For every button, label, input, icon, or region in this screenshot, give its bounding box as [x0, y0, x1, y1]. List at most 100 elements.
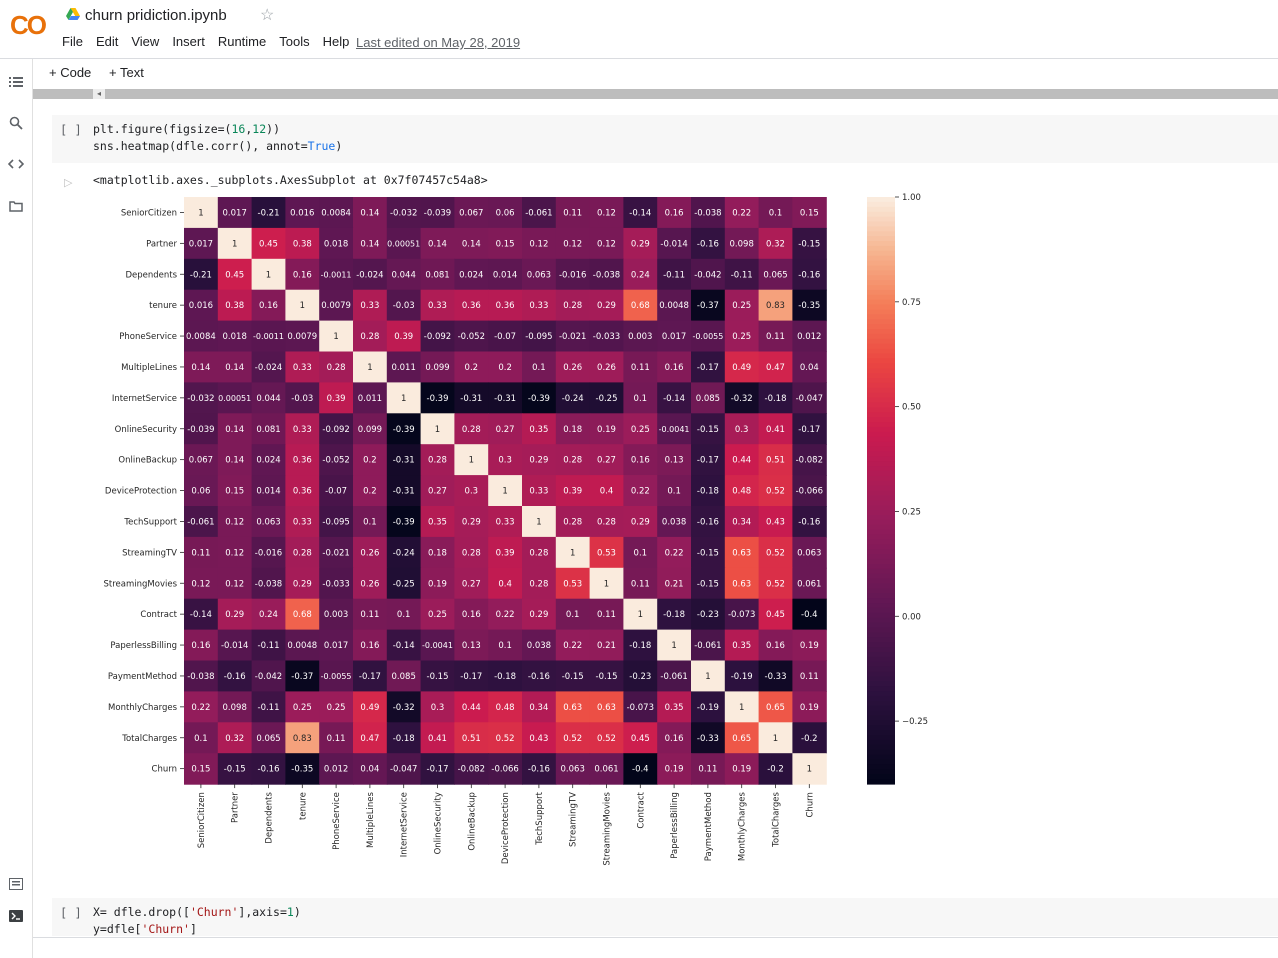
cell-annotation: -0.35: [798, 301, 820, 311]
cell-annotation: -0.0011: [321, 270, 352, 279]
heatmap-cell: [522, 536, 557, 569]
heatmap-cell: [623, 197, 658, 229]
last-edited-link[interactable]: Last edited on May 28, 2019: [356, 35, 521, 50]
cell-annotation: 0.14: [462, 239, 481, 249]
heatmap-cell: [691, 197, 726, 229]
cell-annotation: 0.14: [360, 208, 379, 218]
code-snippets-icon[interactable]: [7, 157, 25, 173]
heatmap-cell: [792, 567, 827, 600]
terminal-icon[interactable]: [8, 910, 24, 926]
heatmap-cell: [488, 629, 523, 662]
colorbar-segment: [867, 715, 895, 722]
cell-annotation: 1: [807, 765, 812, 775]
heatmap-cell: [251, 629, 286, 662]
heatmap-cell: [184, 258, 219, 291]
heatmap-cell: [488, 598, 523, 631]
cell-annotation: 0.35: [428, 517, 447, 527]
command-palette-icon[interactable]: [8, 878, 24, 894]
cell-annotation: 0.35: [529, 425, 548, 435]
horizontal-scrollbar[interactable]: ◂: [33, 89, 1278, 99]
add-text-button[interactable]: + Text: [109, 65, 144, 80]
heatmap-cell: [758, 753, 793, 785]
cell-annotation: 0.28: [428, 456, 447, 466]
heatmap-cell: [319, 413, 354, 445]
cell-annotation: -0.17: [798, 425, 820, 435]
heatmap-cell: [589, 227, 624, 260]
y-tick-label: OnlineSecurity: [115, 425, 177, 435]
colorbar-segment: [867, 720, 895, 726]
cell-annotation: 0.4: [600, 487, 614, 497]
colorbar-segment: [867, 470, 895, 477]
menu-bar: File Edit View Insert Runtime Tools Help: [62, 34, 362, 49]
cell-annotation: 0.51: [766, 456, 785, 466]
heatmap-cell: [184, 475, 219, 507]
heatmap-cell: [758, 289, 793, 322]
code-cell[interactable]: [52, 898, 1278, 936]
heatmap-cell: [285, 227, 320, 260]
cell-annotation: 0.018: [223, 332, 247, 342]
cell-annotation: -0.18: [663, 610, 685, 620]
colorbar-segment: [867, 617, 895, 624]
cell-annotation: 0.19: [732, 765, 751, 775]
code-line[interactable]: sns.heatmap(dfle.corr(), annot=True): [93, 138, 342, 155]
cell-annotation: -0.095: [525, 332, 552, 342]
x-tick-label: StreamingTV: [569, 792, 579, 847]
cell-annotation: 0.16: [191, 641, 210, 651]
code-line[interactable]: plt.figure(figsize=(16,12)): [93, 121, 280, 138]
heatmap-cell: [353, 598, 388, 631]
cell-annotation: 0.28: [597, 517, 616, 527]
heatmap-cell: [724, 197, 760, 229]
x-tick-label: Dependents: [265, 792, 275, 844]
scroll-left-icon[interactable]: ◂: [93, 89, 105, 99]
colorbar-segment: [867, 441, 895, 448]
cell-annotation: 0.83: [766, 301, 785, 311]
cell-annotation: 0.038: [527, 641, 551, 651]
heatmap-cell: [522, 258, 557, 291]
cell-annotation: -0.024: [255, 363, 282, 373]
add-code-button[interactable]: + Code: [49, 65, 92, 80]
heatmap-cell: [724, 475, 760, 507]
colorbar-segment: [867, 265, 895, 271]
menu-runtime[interactable]: Runtime: [217, 34, 267, 49]
cell-annotation: 0.11: [327, 734, 346, 744]
colorbar-segment: [867, 490, 895, 496]
output-indicator-icon[interactable]: ▷: [64, 177, 73, 189]
search-icon[interactable]: [8, 116, 24, 132]
code-line[interactable]: X= dfle.drop(['Churn'],axis=1): [93, 904, 301, 921]
y-tick-label: PaymentMethod: [108, 672, 177, 682]
colab-logo[interactable]: CO: [10, 10, 47, 40]
heatmap-cell: [251, 660, 286, 692]
run-cell-button[interactable]: [ ]: [60, 123, 82, 137]
menu-insert[interactable]: Insert: [172, 34, 205, 49]
files-icon[interactable]: [8, 199, 24, 215]
cell-annotation: 0.14: [225, 363, 244, 373]
code-line[interactable]: y=dfle['Churn']: [93, 921, 197, 938]
heatmap-cell: [724, 722, 760, 754]
heatmap-cell: [353, 722, 388, 754]
run-cell-button[interactable]: [ ]: [60, 906, 82, 920]
cell-annotation: -0.16: [224, 672, 246, 682]
menu-view[interactable]: View: [131, 34, 160, 49]
heatmap-cell: [691, 753, 726, 785]
notebook-title[interactable]: churn pridiction.ipynb: [85, 7, 227, 24]
heatmap-cell: [217, 660, 253, 692]
cell-annotation: 0.29: [597, 301, 616, 311]
heatmap-cell: [657, 567, 692, 600]
heatmap-cell: [724, 227, 760, 260]
heatmap-cell: [758, 475, 793, 507]
code-cell[interactable]: [52, 115, 1278, 163]
menu-edit[interactable]: Edit: [95, 34, 119, 49]
heatmap-cell: [691, 258, 726, 291]
menu-help[interactable]: Help: [322, 34, 350, 49]
cell-annotation: -0.073: [728, 610, 755, 620]
star-icon[interactable]: ☆: [260, 7, 275, 24]
cell-annotation: 0.33: [529, 487, 548, 497]
colorbar-segment: [867, 456, 895, 462]
menu-file[interactable]: File: [62, 34, 83, 49]
cell-annotation: 1: [705, 672, 710, 682]
toc-icon[interactable]: [8, 75, 24, 91]
heatmap-cell: [724, 351, 760, 383]
menu-tools[interactable]: Tools: [279, 34, 310, 49]
cell-annotation: 0.017: [662, 332, 686, 342]
cell-annotation: 0.27: [462, 579, 481, 589]
